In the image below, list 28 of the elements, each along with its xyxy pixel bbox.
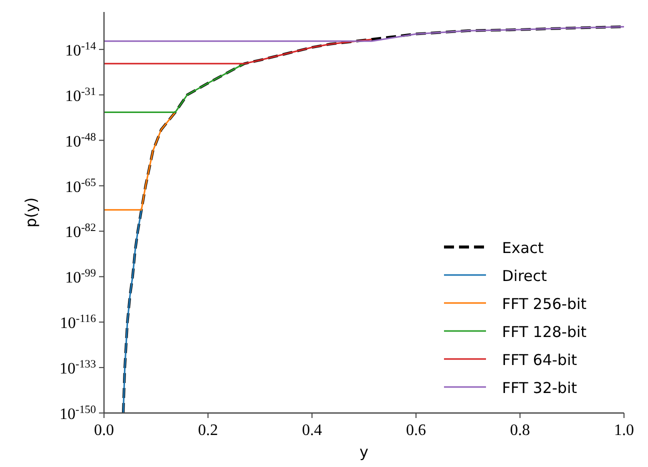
line-series — [103, 26, 625, 42]
y-tick-label: 10$^{-65}$ — [65, 176, 96, 196]
y-tick-label: 10$^{-99}$ — [65, 268, 96, 287]
x-axis-title: y — [360, 443, 369, 461]
x-tick-label: 0.4 — [302, 422, 322, 439]
legend-label: FFT 32-bit — [502, 379, 578, 397]
legend-label: FFT 64-bit — [502, 351, 578, 369]
line-series — [103, 38, 373, 64]
x-tick-label: 0.2 — [198, 422, 218, 439]
y-tick-label: 10$^{-150}$ — [59, 404, 96, 423]
legend-label: FFT 256-bit — [502, 295, 587, 313]
x-tick-label: 1.0 — [614, 422, 634, 439]
legend-label: Direct — [502, 267, 548, 285]
x-tick-label: 0.0 — [94, 422, 114, 439]
y-tick-label: 10$^{-14}$ — [65, 40, 96, 60]
y-tick-label: 10$^{-48}$ — [65, 131, 96, 150]
y-axis-title: p(y) — [22, 197, 40, 228]
line-series — [103, 112, 176, 211]
y-tick-label: 10$^{-133}$ — [59, 358, 96, 378]
x-tick-label: 0.6 — [406, 422, 426, 439]
line-series — [103, 62, 246, 114]
y-tick-label: 10$^{-31}$ — [65, 86, 96, 105]
y-tick-label: 10$^{-116}$ — [60, 313, 96, 332]
x-tick-label: 0.8 — [510, 422, 530, 439]
line-series — [122, 209, 142, 414]
legend-label: FFT 128-bit — [502, 323, 587, 341]
legend-label: Exact — [502, 239, 544, 257]
y-tick-label: 10$^{-82}$ — [65, 222, 96, 242]
